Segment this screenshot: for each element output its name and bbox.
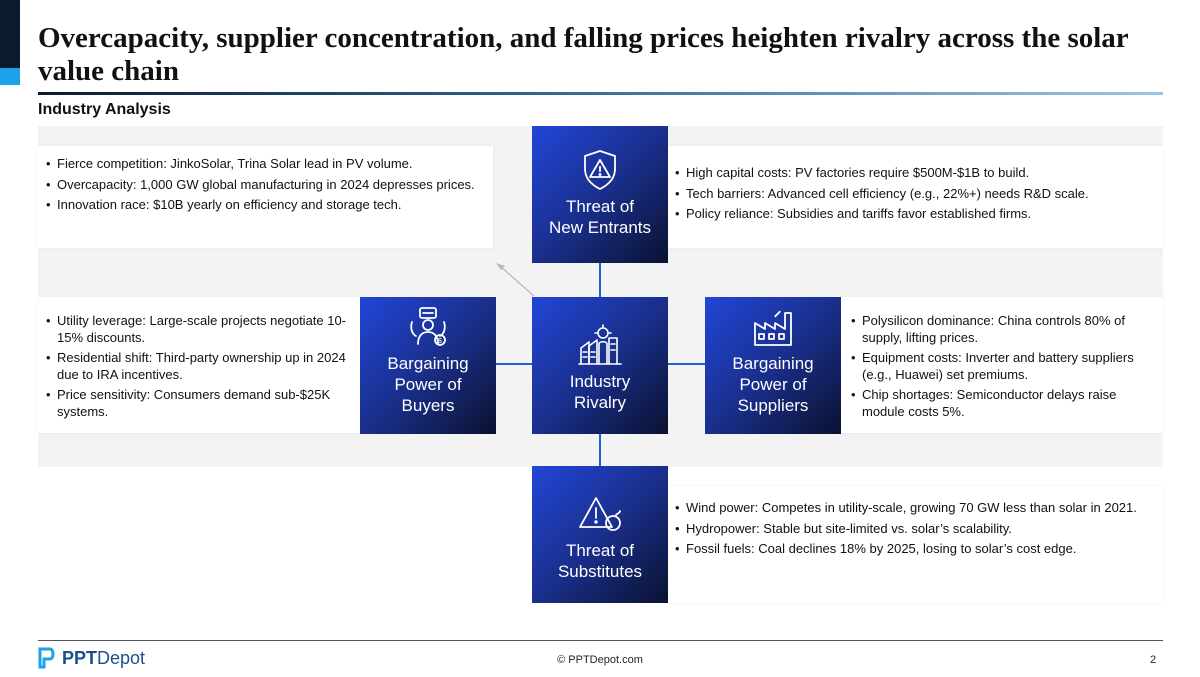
list-item: Equipment costs: Inverter and battery su… [851, 350, 1153, 383]
copyright-text: © PPTDepot.com [557, 654, 643, 666]
buyers-bullet-list: Utility leverage: Large-scale projects n… [46, 313, 348, 420]
connector-top [599, 262, 601, 297]
factory-icon [752, 305, 794, 349]
force-label: Bargaining Power of Buyers [387, 354, 469, 415]
accent-bar-dark [0, 0, 20, 68]
connector-right [668, 363, 705, 365]
page-number: 2 [1150, 654, 1157, 666]
panel-rivalry: Fierce competition: JinkoSolar, Trina So… [38, 146, 493, 248]
panel-new-entrants: High capital costs: PV factories require… [667, 146, 1163, 248]
page-title: Overcapacity, supplier concentration, an… [38, 22, 1129, 87]
force-bargaining-power-of-suppliers: Bargaining Power of Suppliers [705, 297, 841, 434]
diagonal-arrow [496, 263, 535, 297]
section-subtitle: Industry Analysis [38, 101, 171, 118]
force-label: Threat of New Entrants [548, 197, 652, 237]
force-threat-of-new-entrants: Threat of New Entrants [532, 126, 668, 263]
panel-suppliers: Polysilicon dominance: China controls 80… [841, 297, 1163, 433]
list-item: High capital costs: PV factories require… [675, 165, 1155, 182]
list-item: Innovation race: $10B yearly on efficien… [46, 197, 485, 214]
list-item: Hydropower: Stable but site-limited vs. … [675, 521, 1155, 538]
list-item: Fierce competition: JinkoSolar, Trina So… [46, 156, 485, 173]
rivalry-bullet-list: Fierce competition: JinkoSolar, Trina So… [46, 156, 485, 214]
logo-text: PPTDepot [62, 647, 146, 668]
force-threat-of-substitutes: Threat of Substitutes [532, 466, 668, 603]
industry-factory-icon [577, 323, 623, 367]
force-label: Bargaining Power of Suppliers [732, 354, 814, 415]
list-item: Price sensitivity: Consumers demand sub-… [46, 387, 348, 420]
shield-warning-icon [581, 148, 619, 192]
logo-mark-icon [38, 647, 55, 669]
force-label: Threat of Substitutes [557, 541, 643, 581]
list-item: Residential shift: Third-party ownership… [46, 350, 348, 383]
list-item: Tech barriers: Advanced cell efficiency … [675, 186, 1155, 203]
substitutes-bullet-list: Wind power: Competes in utility-scale, g… [675, 500, 1155, 558]
panel-buyers: Utility leverage: Large-scale projects n… [38, 297, 360, 433]
list-item: Fossil fuels: Coal declines 18% by 2025,… [675, 541, 1155, 558]
list-item: Policy reliance: Subsidies and tariffs f… [675, 206, 1155, 223]
svg-text:$: $ [438, 338, 442, 345]
force-industry-rivalry: Industry Rivalry [532, 297, 668, 434]
list-item: Overcapacity: 1,000 GW global manufactur… [46, 177, 485, 194]
list-item: Utility leverage: Large-scale projects n… [46, 313, 348, 346]
force-bargaining-power-of-buyers: $ Bargaining Power of Buyers [360, 297, 496, 434]
list-item: Polysilicon dominance: China controls 80… [851, 313, 1153, 346]
warning-triangle-icon [578, 492, 622, 536]
list-item: Chip shortages: Semiconductor delays rai… [851, 387, 1153, 420]
footer-divider [38, 640, 1163, 641]
title-divider [38, 92, 1163, 95]
list-item: Wind power: Competes in utility-scale, g… [675, 500, 1155, 517]
accent-bar-blue [0, 68, 20, 85]
shopping-customer-icon: $ [407, 305, 449, 349]
connector-left [495, 363, 532, 365]
connector-bottom [599, 433, 601, 466]
panel-substitutes: Wind power: Competes in utility-scale, g… [667, 486, 1163, 603]
force-label: Industry Rivalry [569, 372, 631, 412]
pptdepot-logo: PPTDepot [38, 647, 145, 669]
suppliers-bullet-list: Polysilicon dominance: China controls 80… [851, 313, 1153, 420]
new-entrants-bullet-list: High capital costs: PV factories require… [675, 165, 1155, 223]
